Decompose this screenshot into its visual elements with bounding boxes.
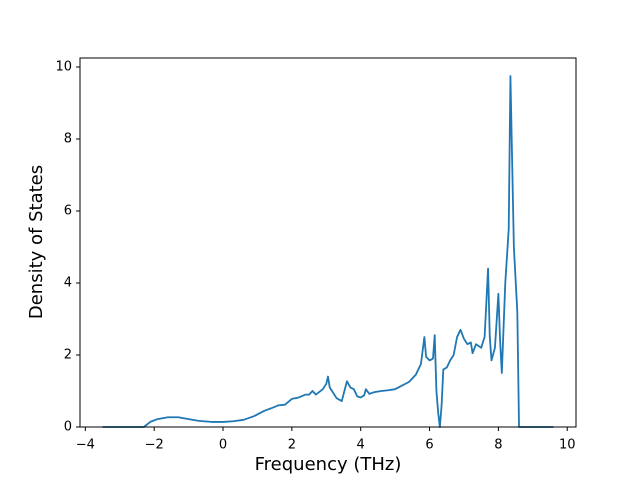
y-tick-label: 0 — [64, 420, 72, 435]
data-line — [102, 75, 554, 428]
x-tick-label: −4 — [76, 438, 95, 453]
x-axis-title: Frequency (THz) — [255, 454, 402, 475]
y-tick-label: 6 — [64, 204, 72, 219]
x-tick-label: 6 — [425, 438, 433, 453]
plot-frame — [79, 57, 577, 428]
x-tick-label: −2 — [145, 438, 164, 453]
x-tick-label: 2 — [288, 438, 296, 453]
y-tick-label: 4 — [64, 276, 72, 291]
y-tick-label: 10 — [55, 60, 72, 75]
y-tick-label: 2 — [64, 348, 72, 363]
y-tick-label: 8 — [64, 132, 72, 147]
x-tick-label: 8 — [494, 438, 502, 453]
x-tick-label: 0 — [219, 438, 227, 453]
x-tick-label: 4 — [357, 438, 365, 453]
x-tick-label: 10 — [559, 438, 576, 453]
y-axis-title: Density of States — [26, 165, 47, 319]
